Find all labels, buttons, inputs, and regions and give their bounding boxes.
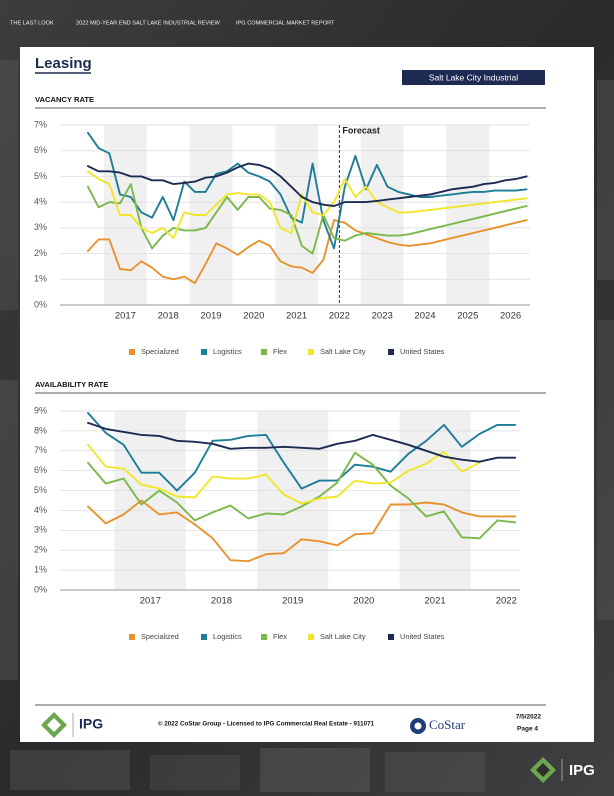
x-tick-label: 2018	[211, 596, 232, 607]
x-tick-label: 2019	[200, 311, 221, 322]
logo-text: IPG	[79, 716, 103, 732]
legend-swatch	[129, 634, 135, 640]
y-tick-label: 1%	[34, 564, 47, 574]
ipg-logo: IPG	[41, 712, 103, 738]
corner-logo-text: IPG	[569, 762, 595, 779]
legend-label: Salt Lake City	[320, 347, 366, 356]
y-tick-label: 6%	[34, 145, 47, 155]
costar-logo: CoStar	[410, 717, 466, 734]
x-tick-label: 2017	[140, 596, 161, 607]
series-line	[86, 170, 528, 240]
x-tick-label: 2025	[457, 311, 478, 322]
badge-text: Salt Lake City Industrial	[429, 72, 518, 82]
legend-label: Flex	[273, 632, 287, 641]
x-tick-label: 2020	[243, 311, 264, 322]
year-band	[446, 125, 490, 305]
legend-swatch	[201, 349, 207, 355]
x-tick-label: 2017	[115, 311, 136, 322]
x-tick-label: 2020	[353, 596, 374, 607]
page-number: Page 4	[517, 726, 538, 733]
badge-box	[402, 70, 545, 85]
y-tick-label: 5%	[34, 485, 47, 495]
series-line	[87, 412, 517, 492]
legend-swatch	[308, 634, 314, 640]
corner-logo: IPG	[530, 757, 595, 783]
costar-text: CoStar	[429, 717, 466, 732]
y-tick-label: 6%	[34, 465, 47, 475]
legend-swatch	[261, 349, 267, 355]
series-line	[86, 131, 528, 250]
legend-label: Flex	[273, 347, 287, 356]
y-tick-label: 7%	[34, 445, 47, 455]
series-line	[86, 183, 528, 255]
legend-swatch	[388, 349, 394, 355]
legend-label: Specialized	[141, 347, 179, 356]
y-tick-label: 5%	[34, 171, 47, 181]
x-tick-label: 2021	[286, 311, 307, 322]
y-tick-label: 2%	[34, 248, 47, 258]
x-tick-label: 2022	[329, 311, 350, 322]
legend-label: Specialized	[141, 632, 179, 641]
legend-swatch	[201, 634, 207, 640]
header-item: 2022 MID-YEAR END SALT LAKE INDUSTRIAL R…	[76, 20, 221, 26]
legend-label: Logistics	[213, 347, 242, 356]
aerial-texture	[0, 60, 614, 792]
y-tick-label: 4%	[34, 197, 47, 207]
x-tick-label: 2022	[496, 596, 517, 607]
legend-swatch	[388, 634, 394, 640]
year-band	[360, 125, 404, 305]
header-item: THE LAST LOOK	[10, 20, 54, 26]
x-tick-label: 2019	[282, 596, 303, 607]
y-tick-label: 1%	[34, 274, 47, 284]
header-item: IPG COMMERCIAL MARKET REPORT	[236, 20, 335, 26]
series-line	[87, 499, 517, 563]
y-tick-label: 3%	[34, 525, 47, 535]
x-tick-label: 2024	[414, 311, 435, 322]
legend-swatch	[129, 349, 135, 355]
legend-label: United States	[400, 632, 445, 641]
x-tick-label: 2026	[500, 311, 521, 322]
legend-label: United States	[400, 347, 445, 356]
series-line	[87, 421, 517, 463]
series-line	[86, 162, 528, 207]
series-line	[87, 451, 517, 540]
y-tick-label: 9%	[34, 405, 47, 415]
chart-title: AVAILABILITY RATE	[35, 380, 108, 389]
y-tick-label: 8%	[34, 425, 47, 435]
series-line	[86, 219, 528, 285]
date: 7/5/2022	[516, 714, 542, 721]
legend-swatch	[261, 634, 267, 640]
legend-swatch	[308, 349, 314, 355]
legend-label: Logistics	[213, 632, 242, 641]
series-line	[87, 443, 481, 505]
y-tick-label: 2%	[34, 545, 47, 555]
x-tick-label: 2021	[425, 596, 446, 607]
y-tick-label: 0%	[34, 584, 47, 594]
y-tick-label: 0%	[34, 299, 47, 309]
y-tick-label: 7%	[34, 119, 47, 129]
section-title: Leasing	[35, 55, 92, 72]
y-tick-label: 3%	[34, 222, 47, 232]
chart-title: VACANCY RATE	[35, 95, 94, 104]
copyright: © 2022 CoStar Group - Licensed to IPG Co…	[158, 720, 375, 728]
x-tick-label: 2023	[372, 311, 393, 322]
forecast-label: Forecast	[342, 125, 380, 135]
y-tick-label: 4%	[34, 505, 47, 515]
x-tick-label: 2018	[158, 311, 179, 322]
legend-label: Salt Lake City	[320, 632, 366, 641]
